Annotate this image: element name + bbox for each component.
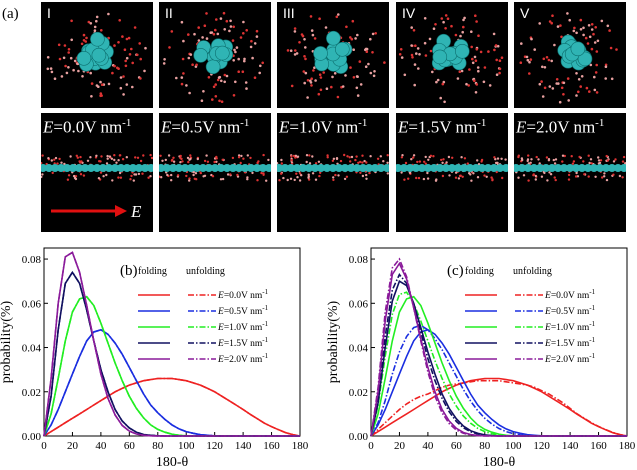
legend-entry-label: E=0.5V nm-1 — [217, 304, 269, 317]
legend-entry-label: E=0.5V nm-1 — [544, 304, 596, 317]
x-tick-label: 120 — [206, 440, 223, 452]
chart-panel-c: 0 20 40 60 80 100 120 140 160 180 0.00 0.02 0.04 0.06… — [326, 247, 636, 470]
x-tick-label: 60 — [451, 440, 463, 452]
y-tick-label: 0.00 — [22, 431, 42, 443]
legend-unfolding-header: unfolding — [186, 266, 225, 277]
field-tile-5: E=2.0V nm-1 — [514, 113, 626, 232]
x-tick-label: 60 — [124, 440, 136, 452]
snapshot-tile-1: I — [41, 2, 153, 108]
x-tick-label: 160 — [263, 440, 280, 452]
x-tick-label: 140 — [562, 440, 579, 452]
field-strength-label: E=0.0V nm-1 — [43, 117, 132, 137]
x-tick-label: 0 — [41, 440, 47, 452]
y-tick-label: 0.00 — [349, 431, 369, 443]
y-tick-label: 0.06 — [349, 298, 369, 310]
y-tick-label: 0.08 — [22, 254, 42, 266]
series-line — [43, 295, 300, 437]
series-line — [43, 377, 301, 437]
legend-entry-label: E=1.5V nm-1 — [544, 336, 596, 349]
legend-folding-header: folding — [465, 266, 494, 277]
y-tick-label: 0.06 — [22, 298, 42, 310]
snapshot-tile-5: V — [514, 2, 626, 108]
legend-entry-label: E=0.0V nm-1 — [217, 288, 269, 301]
series-line — [370, 295, 627, 437]
x-tick-label: 20 — [67, 440, 79, 452]
field-direction-arrow: E — [51, 202, 142, 221]
x-axis-label: 180-θ — [156, 455, 189, 470]
y-axis-label: probability(%) — [326, 300, 341, 383]
legend-entry-label: E=2.0V nm-1 — [217, 352, 269, 365]
panel-label: (b) — [120, 263, 138, 279]
legend-entry-label: E=0.0V nm-1 — [544, 288, 596, 301]
x-tick-label: 80 — [479, 440, 491, 452]
x-tick-label: 20 — [394, 440, 406, 452]
x-tick-label: 100 — [178, 440, 195, 452]
legend-entry-label: E=1.0V nm-1 — [544, 320, 596, 333]
x-tick-label: 0 — [368, 440, 374, 452]
snapshot-tile-4: IV — [396, 2, 508, 108]
field-tile-1: E E=0.0V nm-1 — [41, 113, 153, 232]
snapshot-index-label: III — [283, 5, 295, 21]
y-tick-label: 0.02 — [349, 387, 368, 399]
x-tick-label: 40 — [422, 440, 434, 452]
legend-entry-label: E=1.0V nm-1 — [217, 320, 269, 333]
chart-panel-b: 0 20 40 60 80 100 120 140 160 180 0.00 0.02 0.04 0.06… — [0, 247, 309, 470]
y-tick-label: 0.04 — [22, 343, 42, 355]
x-tick-label: 180 — [619, 440, 636, 452]
x-tick-label: 160 — [590, 440, 607, 452]
arrow-label: E — [130, 202, 142, 221]
x-tick-label: 80 — [152, 440, 164, 452]
y-tick-label: 0.02 — [22, 387, 41, 399]
x-axis-label: 180-θ — [483, 455, 516, 470]
snapshot-index-label: I — [47, 5, 51, 21]
series-line — [43, 377, 301, 437]
field-strength-label: E=1.5V nm-1 — [398, 117, 487, 137]
legend-unfolding-header: unfolding — [513, 266, 552, 277]
series-line — [370, 257, 627, 437]
y-tick-label: 0.08 — [349, 254, 369, 266]
snapshot-tile-2: II — [159, 2, 271, 108]
field-tile-4: E=1.5V nm-1 — [396, 113, 508, 232]
series-line — [43, 251, 300, 437]
y-axis-label: probability(%) — [0, 300, 14, 383]
x-tick-label: 180 — [292, 440, 309, 452]
field-strength-label: E=2.0V nm-1 — [516, 117, 605, 137]
field-tile-3: E=1.0V nm-1 — [277, 113, 389, 232]
panel-a-label: (a) — [2, 6, 19, 22]
x-tick-label: 140 — [235, 440, 252, 452]
snapshot-tile-3: III — [277, 2, 389, 108]
field-tile-2: E=0.5V nm-1 — [159, 113, 271, 232]
series-line — [370, 377, 628, 437]
x-tick-label: 40 — [95, 440, 107, 452]
legend-folding-header: folding — [138, 266, 167, 277]
snapshot-index-label: II — [165, 5, 173, 21]
field-strength-label: E=0.5V nm-1 — [161, 117, 250, 137]
legend-entry-label: E=1.5V nm-1 — [217, 336, 269, 349]
snapshot-index-label: V — [520, 5, 530, 21]
y-tick-label: 0.04 — [349, 343, 369, 355]
legend-entry-label: E=2.0V nm-1 — [544, 352, 596, 365]
x-tick-label: 100 — [505, 440, 522, 452]
series-line — [43, 295, 300, 437]
snapshot-index-label: IV — [402, 5, 416, 21]
x-tick-label: 120 — [533, 440, 550, 452]
field-strength-label: E=1.0V nm-1 — [279, 117, 368, 137]
panel-label: (c) — [447, 263, 464, 279]
